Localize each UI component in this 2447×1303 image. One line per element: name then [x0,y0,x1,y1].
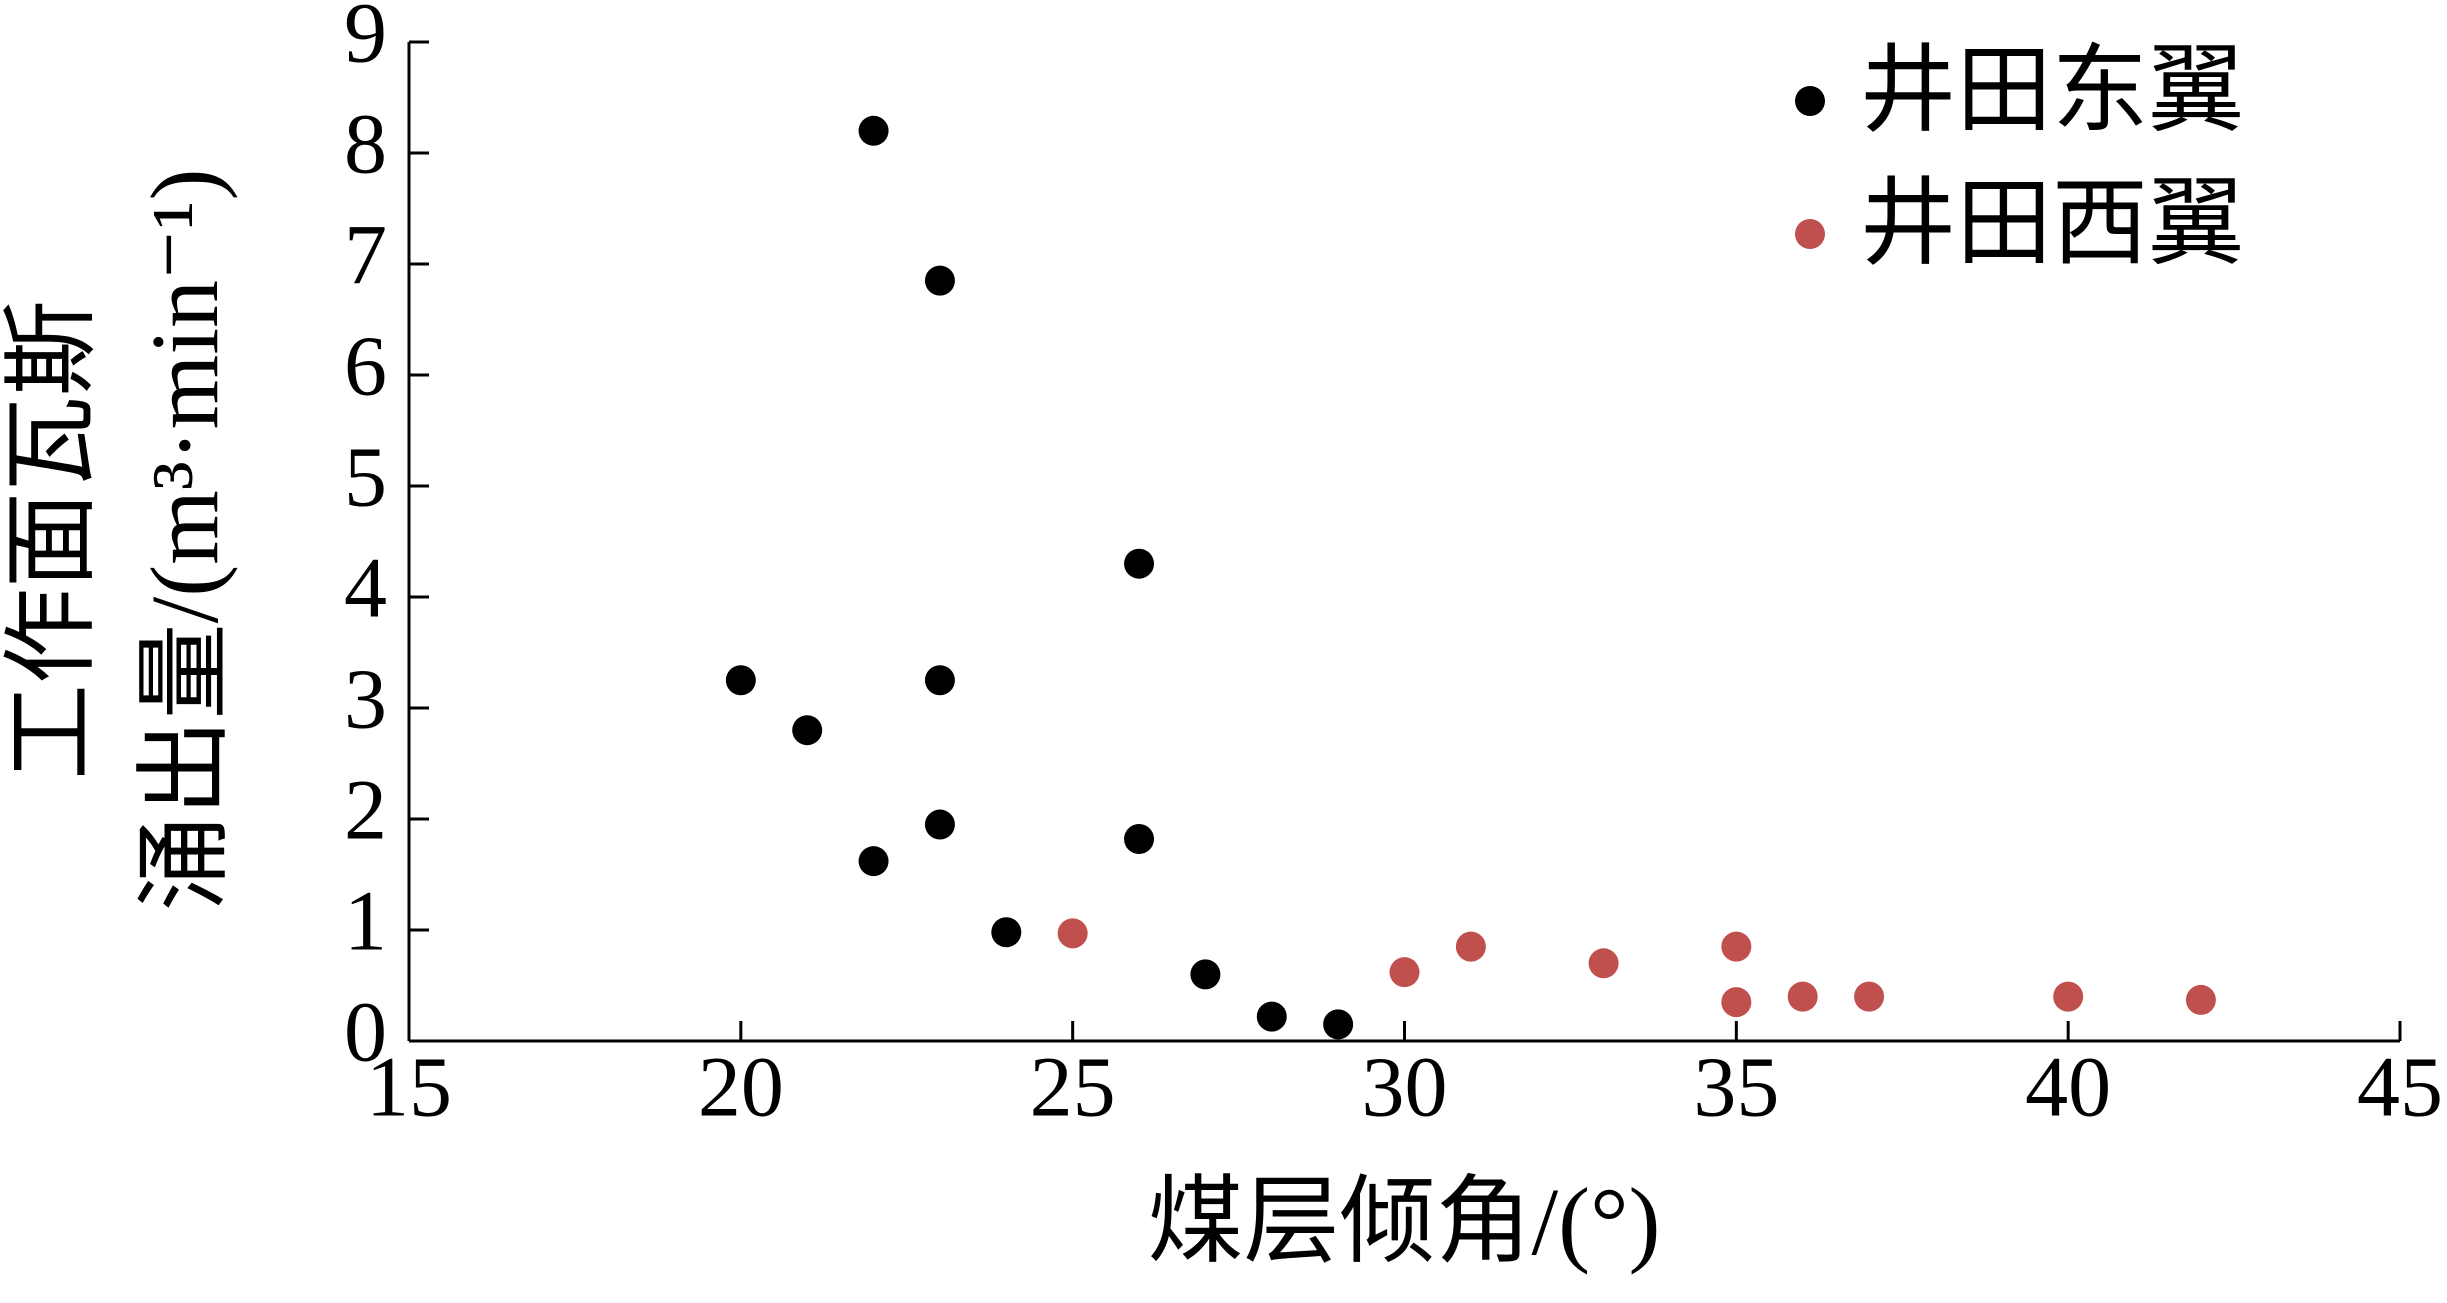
point [1787,981,1818,1012]
point [1721,987,1752,1018]
y-tick-label: 5 [344,429,387,525]
point [725,665,756,696]
x-tick-label: 25 [1030,1039,1116,1135]
y-tick-label: 3 [344,651,387,747]
legend-marker [1795,86,1825,116]
y-tick-label: 2 [344,762,387,858]
point [924,265,955,296]
point [792,715,823,746]
point [991,917,1022,948]
y-tick-label: 9 [344,0,387,81]
x-tick-label: 30 [1362,1039,1448,1135]
y-tick-label: 7 [344,207,387,303]
y-tick-label: 1 [344,873,387,969]
point [1588,948,1619,979]
point [858,115,889,146]
point [1389,957,1420,988]
point [1256,1001,1287,1032]
x-tick-label: 15 [366,1039,452,1135]
point [1124,823,1155,854]
y-axis-label: 工作面瓦斯 [0,300,105,780]
y-tick-label: 0 [344,984,387,1080]
point [1854,981,1885,1012]
point [1323,1009,1354,1040]
point [924,809,955,840]
y-tick-label: 8 [344,96,387,192]
y-axis-label: 涌出量/(m³·min⁻¹) [131,169,238,912]
point [1721,931,1752,962]
legend-label: 井田东翼 [1860,37,2244,144]
y-tick-label: 6 [344,318,387,414]
point [1057,918,1088,949]
point [1455,931,1486,962]
point [1190,959,1221,990]
point [924,665,955,696]
x-tick-label: 20 [698,1039,784,1135]
legend-label: 井田西翼 [1860,170,2244,277]
x-tick-label: 40 [2025,1039,2111,1135]
point [1124,548,1155,579]
point [2053,981,2084,1012]
x-tick-label: 35 [1693,1039,1779,1135]
legend-marker [1795,219,1825,249]
x-tick-label: 45 [2357,1039,2443,1135]
x-axis-label: 煤层倾角/(°) [1148,1168,1661,1275]
point [2185,984,2216,1015]
y-tick-label: 4 [344,540,387,636]
point [858,846,889,877]
